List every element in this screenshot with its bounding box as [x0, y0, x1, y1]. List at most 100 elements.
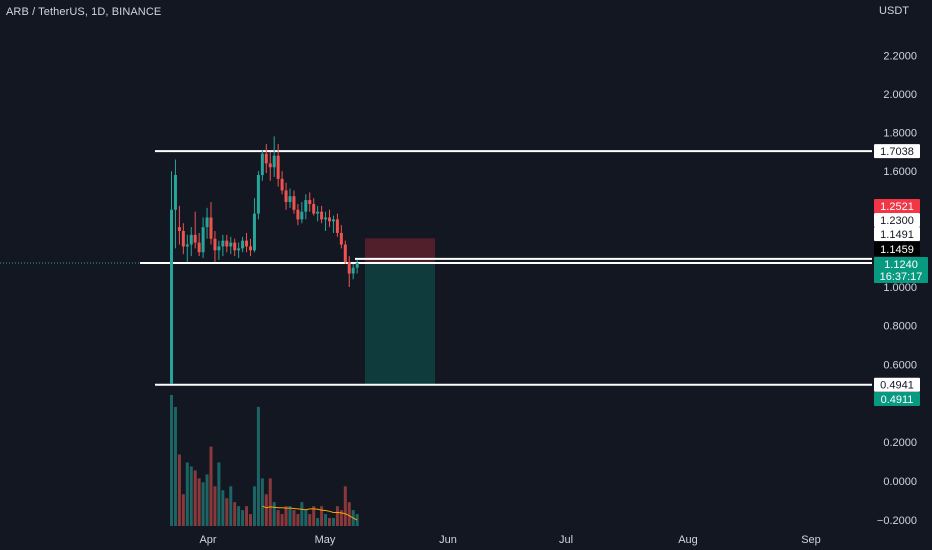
y-tick-label: 0.2000 [883, 437, 917, 449]
candle [276, 155, 280, 179]
volume-bar [205, 474, 209, 526]
volume-bar [177, 454, 181, 526]
volume-bar [213, 486, 217, 526]
y-tick-label: 0.6000 [883, 359, 917, 371]
candle [316, 211, 320, 214]
price-badge-label: 0.4941 [880, 380, 914, 392]
volume-bar [300, 502, 304, 526]
volume-bar [252, 486, 256, 526]
candle [185, 244, 189, 247]
price-badge [874, 227, 920, 241]
candle [335, 219, 339, 233]
candle [233, 242, 237, 251]
candle [312, 203, 316, 214]
volume-bar [320, 506, 324, 526]
volume-bar [312, 506, 316, 526]
candle [229, 242, 233, 247]
volume-bar [201, 482, 205, 526]
candle [280, 178, 284, 191]
candle [241, 240, 245, 249]
candle [347, 261, 351, 274]
volume-bar [170, 395, 173, 526]
candle [177, 227, 181, 231]
volume-bar [331, 518, 335, 526]
candle [256, 174, 260, 214]
volume-bar [209, 446, 213, 526]
volume-bar [193, 470, 197, 526]
candle [213, 238, 217, 251]
candle [351, 267, 355, 274]
volume-bar [316, 518, 320, 526]
volume-bar [217, 462, 221, 526]
y-tick-label: −0.2000 [877, 515, 917, 527]
candle [252, 213, 256, 251]
price-badge [874, 392, 920, 406]
volume-bar [328, 518, 331, 526]
candle [272, 155, 276, 168]
y-tick-label: 0.8000 [883, 321, 917, 333]
y-tick-label: 1.6000 [883, 166, 917, 178]
volume-bar [197, 478, 201, 526]
volume-bar [324, 514, 328, 526]
candle [205, 217, 209, 228]
current-price-badge [874, 257, 928, 284]
volume-bar [268, 478, 272, 526]
price-badge [874, 242, 920, 256]
volume-bar [229, 486, 233, 526]
volume-bar [241, 510, 245, 526]
candle [170, 209, 173, 384]
volume-bar [272, 502, 276, 526]
candle [308, 200, 312, 204]
candle [296, 209, 300, 220]
volume-bar [233, 502, 237, 526]
candle [209, 217, 213, 239]
candle [292, 196, 296, 210]
volume-bar [189, 466, 193, 526]
volume-bar [280, 514, 284, 526]
y-tick-label: 2.2000 [883, 50, 917, 62]
candle [217, 246, 221, 251]
volume-bar [260, 478, 264, 526]
volume-bar [347, 502, 351, 526]
candle [237, 248, 241, 251]
volume-bar [264, 494, 268, 526]
price-badge [874, 144, 920, 159]
volume-bar [304, 510, 308, 526]
bar-countdown: 16:37:17 [880, 271, 923, 283]
candle [189, 234, 193, 245]
currency-label: USDT [879, 5, 909, 17]
price-badge [874, 213, 920, 227]
candle [284, 190, 288, 203]
volume-bar [292, 510, 296, 526]
price-badge-label: 1.2521 [880, 201, 914, 213]
volume-bar [256, 406, 260, 526]
candle [249, 246, 252, 251]
volume-bar [181, 494, 185, 526]
volume-bar [355, 514, 359, 526]
volume-bar [249, 514, 252, 526]
candle [201, 227, 205, 253]
price-badge-label: 1.1459 [880, 244, 914, 256]
volume-bar [185, 462, 189, 526]
volume-bar [288, 506, 292, 526]
candle [324, 217, 328, 220]
volume-bar [339, 510, 343, 526]
candle [268, 163, 272, 168]
volume-bar [245, 506, 249, 526]
candle [173, 174, 177, 210]
volume-ma-line [262, 505, 358, 521]
take-profit-zone[interactable] [365, 263, 435, 385]
y-tick-label: 1.0000 [883, 282, 917, 294]
candle [304, 200, 308, 212]
candle [264, 153, 268, 164]
candle [288, 196, 292, 203]
candle [260, 153, 264, 175]
x-tick-label: Aug [678, 534, 698, 546]
volume-bar [284, 506, 288, 526]
chart-title: ARB / TetherUS, 1D, BINANCE [6, 6, 162, 18]
candle [328, 217, 331, 222]
volume-bar [173, 406, 177, 526]
x-tick-label: May [315, 534, 336, 546]
current-price-value: 1.1240 [884, 259, 918, 271]
